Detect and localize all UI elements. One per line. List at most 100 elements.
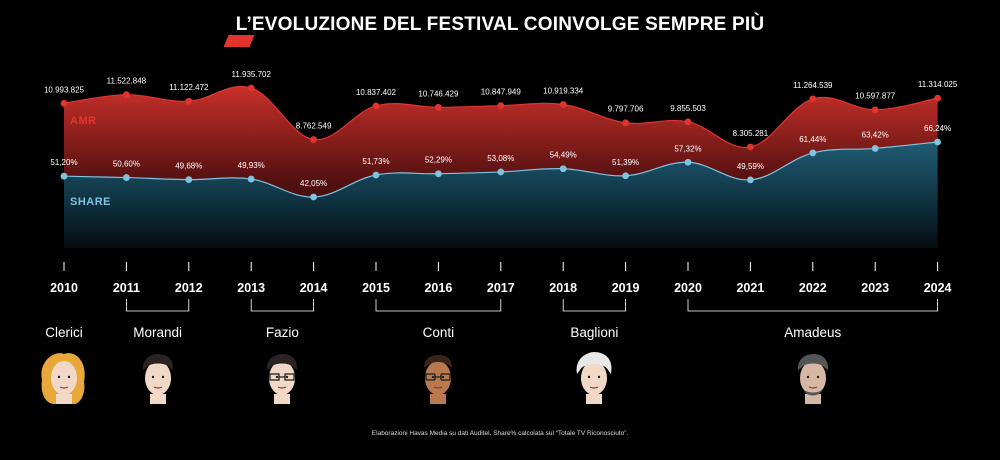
share-point — [372, 171, 380, 179]
amr-point — [123, 91, 130, 99]
amr-value-label: 9.797.706 — [608, 105, 644, 114]
share-series-label: SHARE — [70, 196, 111, 208]
share-point — [60, 172, 68, 180]
amr-value-label: 11.264.539 — [793, 81, 833, 90]
share-value-label: 51,39% — [612, 158, 639, 167]
amr-point — [60, 99, 68, 107]
share-value-label: 63,42% — [862, 130, 889, 139]
share-point — [185, 176, 193, 184]
amr-value-label: 10.847.949 — [481, 88, 522, 97]
footnote: Elaborazioni Havas Media su dati Auditel… — [371, 430, 629, 437]
x-tick-label: 2024 — [924, 281, 952, 295]
x-tick-label: 2022 — [799, 281, 827, 295]
host-bracket — [687, 299, 938, 312]
amr-value-label: 8.762.549 — [296, 122, 332, 131]
amr-point — [747, 143, 754, 151]
share-point — [871, 145, 879, 152]
x-tick-label: 2014 — [300, 281, 328, 295]
share-point — [809, 149, 817, 157]
share-point — [747, 176, 754, 184]
host-portrait-icon — [254, 350, 310, 411]
share-point — [934, 138, 941, 146]
amr-value-label: 11.522.848 — [107, 77, 147, 86]
share-point — [622, 172, 629, 180]
amr-point — [684, 118, 692, 126]
host-name: Baglioni — [570, 325, 619, 340]
amr-point — [247, 84, 255, 92]
amr-value-label: 11.122.472 — [169, 83, 209, 92]
share-point — [497, 168, 505, 176]
share-value-label: 49,93% — [238, 161, 265, 170]
x-axis-ticks — [63, 262, 939, 271]
share-value-label: 57,32% — [674, 144, 701, 153]
share-value-label: 54,49% — [550, 151, 577, 160]
amr-point — [372, 102, 380, 110]
share-value-label: 52,29% — [425, 156, 452, 165]
host-bracket — [562, 299, 626, 312]
amr-value-label: 9.855.503 — [670, 104, 706, 113]
chart-title: L’EVOLUZIONE DEL FESTIVAL COINVOLGE SEMP… — [235, 14, 765, 35]
x-axis-years: 2010 2011 2012 2013 2014 2015 2016 2017 2018 2019… — [50, 281, 951, 295]
host-brackets — [126, 299, 938, 312]
amr-point — [497, 102, 505, 110]
share-value-label: 49,59% — [737, 162, 764, 171]
amr-value-label: 10.746.429 — [418, 89, 459, 98]
share-points: 51,20% 50,60% 49,68% 49,93% 42,05% 51,73% 52,2… — [50, 124, 951, 201]
x-tick-label: 2010 — [50, 281, 78, 295]
share-point — [123, 174, 130, 181]
x-tick-label: 2018 — [549, 281, 577, 295]
share-value-label: 66,24% — [924, 124, 951, 133]
x-tick-label: 2015 — [362, 281, 390, 295]
amr-value-label: 10.993.825 — [44, 85, 85, 94]
host-bracket — [126, 299, 190, 312]
host-portrait-icon — [566, 350, 622, 411]
host-name: Clerici — [45, 325, 83, 340]
amr-value-label: 10.837.402 — [356, 88, 397, 97]
amr-value-label: 11.935.702 — [231, 70, 271, 79]
x-tick-label: 2016 — [424, 281, 452, 295]
title-accent-mark — [223, 35, 255, 47]
share-point — [247, 175, 255, 183]
host-portrait-icon — [130, 350, 186, 411]
amr-value-label: 10.919.334 — [543, 87, 584, 96]
amr-point — [310, 136, 317, 143]
share-point — [684, 158, 692, 166]
host-portrait-icon — [36, 350, 92, 411]
share-value-label: 61,44% — [799, 135, 826, 144]
host-bracket — [250, 299, 314, 312]
share-value-label: 50,60% — [113, 160, 140, 169]
amr-point — [871, 106, 879, 114]
amr-value-label: 10.597.877 — [855, 92, 896, 101]
amr-series-label: AMR — [70, 115, 97, 127]
x-tick-label: 2020 — [674, 281, 702, 295]
amr-point — [809, 95, 817, 103]
amr-point — [435, 103, 442, 111]
x-tick-label: 2019 — [612, 281, 640, 295]
amr-point — [622, 119, 629, 127]
share-point — [559, 165, 567, 173]
amr-point — [559, 101, 567, 108]
x-tick-label: 2011 — [113, 281, 140, 295]
amr-value-label: 11.314.025 — [918, 80, 958, 89]
amr-point — [934, 94, 941, 102]
host-name: Fazio — [265, 325, 299, 340]
amr-point — [185, 97, 193, 105]
share-point — [310, 193, 317, 201]
share-value-label: 49,68% — [175, 162, 202, 171]
share-value-label: 42,05% — [300, 179, 327, 188]
share-point — [435, 170, 442, 178]
host-name: Conti — [422, 325, 455, 340]
share-value-label: 51,73% — [362, 157, 389, 166]
amr-value-label: 8.305.281 — [733, 129, 769, 138]
x-tick-label: 2013 — [237, 281, 265, 295]
host-portrait-icon — [785, 350, 841, 411]
amr-points: 10.993.825 11.522.848 11.122.472 11.935.702… — [44, 70, 958, 151]
host-bracket — [375, 299, 502, 312]
share-value-label: 51,20% — [50, 158, 77, 167]
x-tick-label: 2023 — [861, 281, 889, 295]
host-name: Morandi — [133, 325, 182, 340]
x-tick-label: 2017 — [487, 281, 515, 295]
x-tick-label: 2012 — [175, 281, 203, 295]
host-name: Amadeus — [784, 325, 842, 340]
